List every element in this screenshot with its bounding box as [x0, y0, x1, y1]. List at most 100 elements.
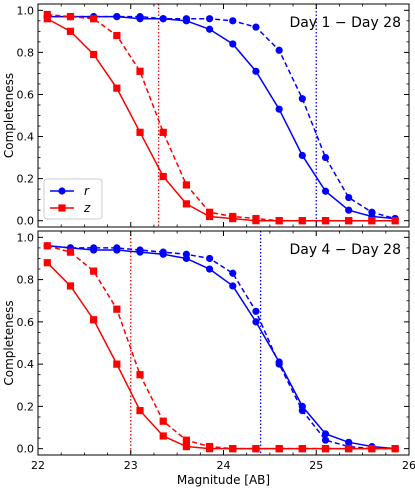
data-point [275, 360, 283, 368]
data-point [229, 445, 237, 453]
data-point [182, 250, 190, 258]
data-point [136, 246, 144, 254]
data-point [252, 23, 260, 31]
data-point [298, 217, 306, 225]
legend-marker [58, 204, 66, 212]
panel-1: 0.0 0.2 0.4 0.6 0.8 1.0 Completeness Day 1 − Da… [2, 3, 410, 228]
series-line [47, 245, 396, 450]
data-point [252, 307, 260, 315]
data-point [229, 269, 237, 277]
data-point [298, 151, 306, 160]
data-point [159, 128, 167, 136]
data-point [182, 442, 190, 451]
data-point [159, 172, 167, 181]
y-axis-title: Completeness [2, 300, 16, 385]
data-point [182, 436, 190, 444]
y-tick-label: 0.8 [17, 274, 35, 287]
data-point [182, 15, 190, 23]
data-point [345, 445, 353, 453]
series-line [47, 245, 396, 450]
data-point [159, 417, 167, 425]
data-point [229, 40, 237, 48]
data-point [252, 318, 260, 326]
y-tick-label: 0.2 [17, 400, 35, 413]
legend-label-z: z [83, 201, 91, 215]
data-point [205, 25, 214, 33]
data-point [345, 193, 353, 202]
data-point [345, 206, 353, 214]
data-point [43, 15, 51, 23]
data-point [275, 105, 283, 113]
series-4 [43, 10, 399, 225]
data-point [182, 181, 190, 189]
data-point [66, 282, 75, 290]
y-tick-label: 0.8 [17, 46, 35, 59]
data-point [368, 445, 376, 453]
data-point [136, 128, 144, 136]
data-point [321, 187, 330, 195]
data-point [275, 217, 283, 225]
data-point [252, 67, 260, 75]
y-axis-title: Completeness [2, 73, 16, 158]
data-point [252, 214, 260, 223]
data-point [229, 17, 237, 25]
x-tick-label: 22 [31, 459, 45, 472]
y-tick-label: 0.4 [17, 131, 35, 144]
data-point [90, 50, 98, 59]
x-tick-label: 23 [124, 459, 138, 472]
panel-2: 22 23 24 25 26 0.0 0.2 0.4 0.6 0.8 1.0 Completeness… [2, 230, 415, 487]
data-point [298, 407, 306, 415]
data-point [136, 13, 144, 21]
data-point [136, 407, 144, 415]
data-point [43, 259, 51, 267]
data-point [159, 248, 167, 256]
x-tick-label: 25 [309, 459, 323, 472]
y-tick-label: 0.0 [17, 443, 35, 456]
data-point [275, 445, 283, 453]
data-point [205, 212, 214, 221]
data-point [90, 267, 98, 275]
data-point [90, 15, 98, 23]
data-point [298, 95, 306, 103]
data-point [205, 208, 214, 216]
data-point [205, 254, 214, 263]
series-line [47, 15, 396, 220]
y-tick-label: 1.0 [17, 231, 35, 244]
y-tick-label: 0.6 [17, 88, 35, 101]
data-point [113, 244, 121, 252]
data-point [205, 442, 214, 451]
series-4 [43, 242, 399, 453]
data-point [252, 445, 260, 453]
plot-frame [37, 230, 410, 456]
x-axis-title: Magnitude [AB] [177, 473, 270, 487]
data-point [368, 217, 376, 225]
y-tick-label: 0.4 [17, 358, 35, 371]
legend-label-r: r [84, 184, 90, 198]
data-point [321, 436, 330, 444]
data-point [275, 46, 283, 54]
x-tick-label: 24 [217, 459, 231, 472]
data-point [90, 316, 98, 324]
y-tick-label: 0.0 [17, 215, 35, 228]
data-point [113, 305, 121, 313]
series-3 [43, 259, 399, 453]
data-point [321, 430, 330, 438]
data-point [391, 217, 399, 225]
data-point [182, 200, 190, 208]
series-line [46, 262, 396, 450]
data-point [229, 282, 237, 290]
data-point [136, 67, 144, 75]
data-point [368, 208, 376, 216]
y-tick-label: 1.0 [17, 4, 35, 17]
data-point [159, 15, 167, 23]
data-point [66, 248, 75, 256]
data-point [321, 217, 330, 225]
y-tick-label: 0.2 [17, 173, 35, 186]
data-point [345, 217, 353, 225]
data-point [298, 445, 306, 453]
data-point [205, 265, 214, 273]
series-line [47, 13, 396, 222]
data-point [391, 445, 399, 453]
